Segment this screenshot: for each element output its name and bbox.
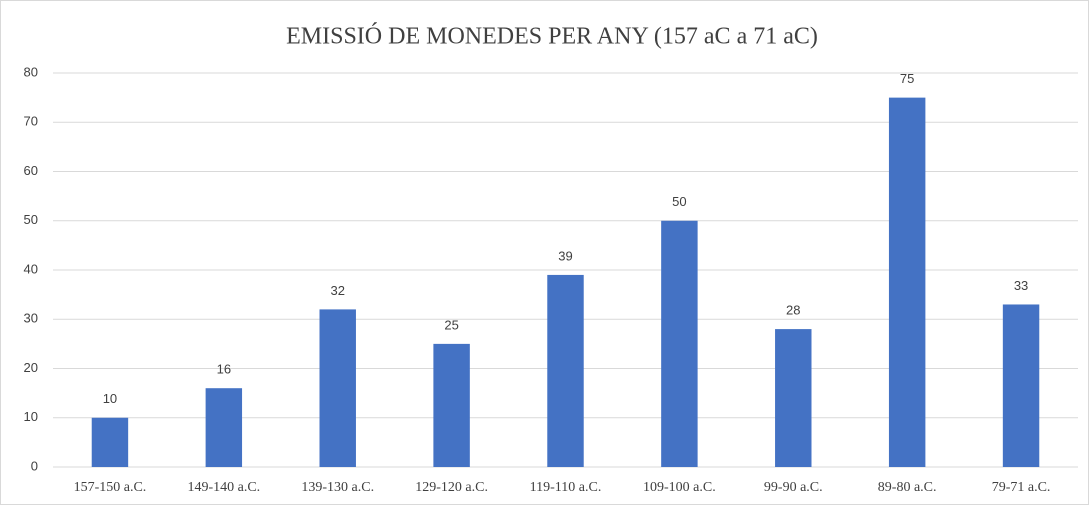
data-label: 50 bbox=[672, 194, 686, 209]
y-tick-label: 40 bbox=[24, 261, 38, 276]
data-label: 25 bbox=[444, 317, 458, 332]
bar bbox=[661, 220, 698, 467]
y-tick-label: 50 bbox=[24, 212, 38, 227]
bar bbox=[547, 274, 584, 467]
data-label: 10 bbox=[103, 391, 117, 406]
x-tick-label: 149-140 a.C. bbox=[187, 480, 260, 495]
y-tick-label: 30 bbox=[24, 311, 38, 326]
bar bbox=[433, 343, 470, 467]
data-label: 32 bbox=[330, 283, 344, 298]
bar bbox=[205, 388, 243, 467]
bar bbox=[775, 329, 812, 467]
bar bbox=[91, 417, 129, 467]
x-tick-label: 89-80 a.C. bbox=[878, 480, 937, 495]
bar bbox=[888, 97, 926, 467]
data-label: 33 bbox=[1014, 278, 1028, 293]
y-tick-label: 60 bbox=[24, 163, 38, 178]
y-tick-label: 0 bbox=[31, 458, 38, 473]
chart-title: EMISSIÓ DE MONEDES PER ANY (157 aC a 71 … bbox=[286, 23, 818, 50]
bar bbox=[1002, 304, 1040, 467]
x-tick-label: 157-150 a.C. bbox=[74, 480, 147, 495]
data-label: 16 bbox=[217, 362, 231, 377]
y-tick-label: 80 bbox=[24, 64, 38, 79]
x-tick-label: 119-110 a.C. bbox=[530, 480, 602, 495]
x-tick-label: 139-130 a.C. bbox=[301, 480, 374, 495]
data-label: 39 bbox=[558, 248, 572, 263]
data-label: 75 bbox=[900, 71, 914, 86]
y-tick-label: 10 bbox=[24, 409, 38, 424]
x-tick-label: 79-71 a.C. bbox=[992, 480, 1051, 495]
x-tick-label: 129-120 a.C. bbox=[415, 480, 488, 495]
x-tick-label: 109-100 a.C. bbox=[643, 480, 716, 495]
y-tick-label: 70 bbox=[24, 114, 38, 129]
y-tick-label: 20 bbox=[24, 360, 38, 375]
x-tick-label: 99-90 a.C. bbox=[764, 480, 823, 495]
bar bbox=[319, 309, 356, 467]
data-label: 28 bbox=[786, 303, 800, 318]
